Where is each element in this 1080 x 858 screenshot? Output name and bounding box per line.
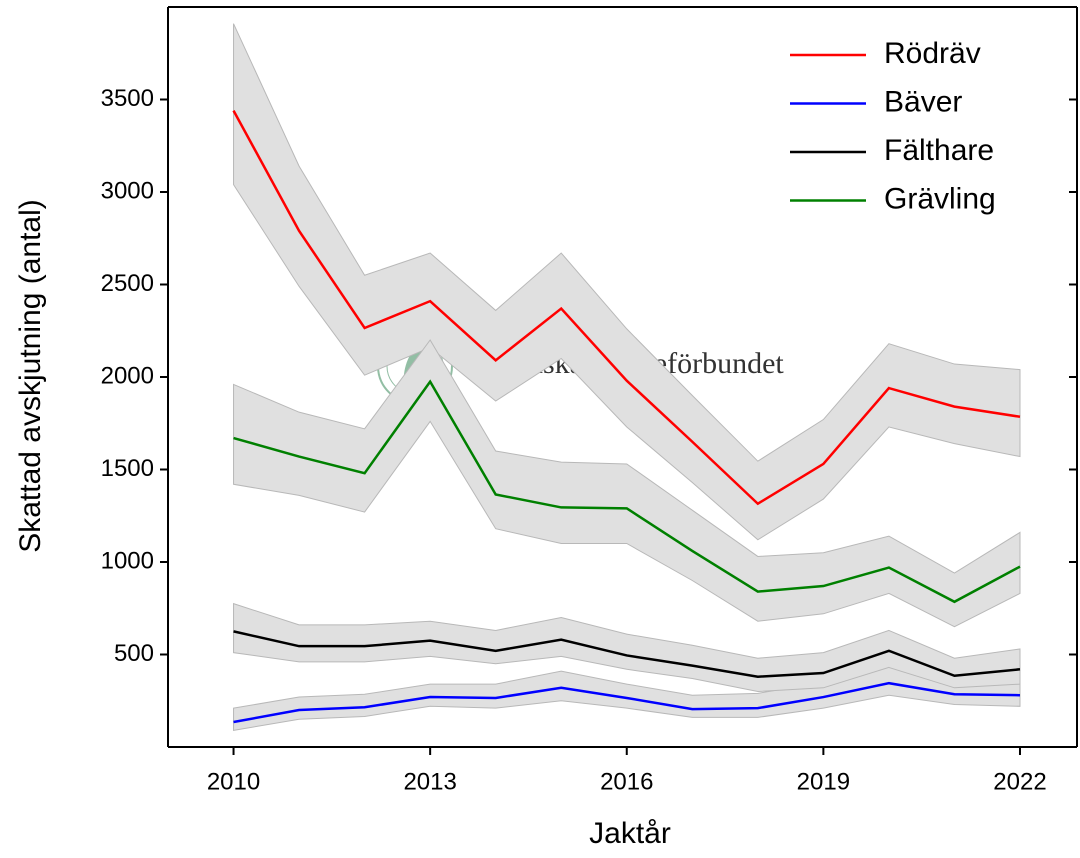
x-tick-label: 2010 bbox=[207, 768, 260, 795]
series-line bbox=[233, 379, 1021, 604]
legend-label: Grävling bbox=[884, 182, 996, 215]
x-tick-label: 2013 bbox=[403, 768, 456, 795]
confidence-band bbox=[233, 23, 1021, 541]
y-tick-label: 2000 bbox=[101, 362, 154, 389]
series-line bbox=[233, 681, 1020, 724]
y-tick-label: 500 bbox=[114, 640, 154, 667]
series-line bbox=[233, 630, 1021, 678]
y-tick-label: 3000 bbox=[101, 177, 154, 204]
y-axis-title: Skattad avskjutning (antal) bbox=[14, 199, 47, 553]
series-line bbox=[232, 110, 1021, 506]
legend-label: Fälthare bbox=[884, 134, 994, 167]
x-tick-label: 2019 bbox=[797, 768, 850, 795]
x-tick-label: 2016 bbox=[600, 768, 653, 795]
y-tick-label: 1500 bbox=[101, 455, 154, 482]
y-tick-label: 2500 bbox=[101, 270, 154, 297]
legend-label: Bäver bbox=[884, 85, 962, 118]
confidence-band bbox=[233, 602, 1021, 693]
confidence-band bbox=[233, 339, 1021, 628]
y-tick-label: 1000 bbox=[101, 547, 154, 574]
x-axis-title: Jaktår bbox=[589, 817, 671, 850]
legend-label: Rödräv bbox=[884, 37, 981, 70]
x-tick-label: 2022 bbox=[993, 768, 1046, 795]
y-tick-label: 3500 bbox=[101, 85, 154, 112]
